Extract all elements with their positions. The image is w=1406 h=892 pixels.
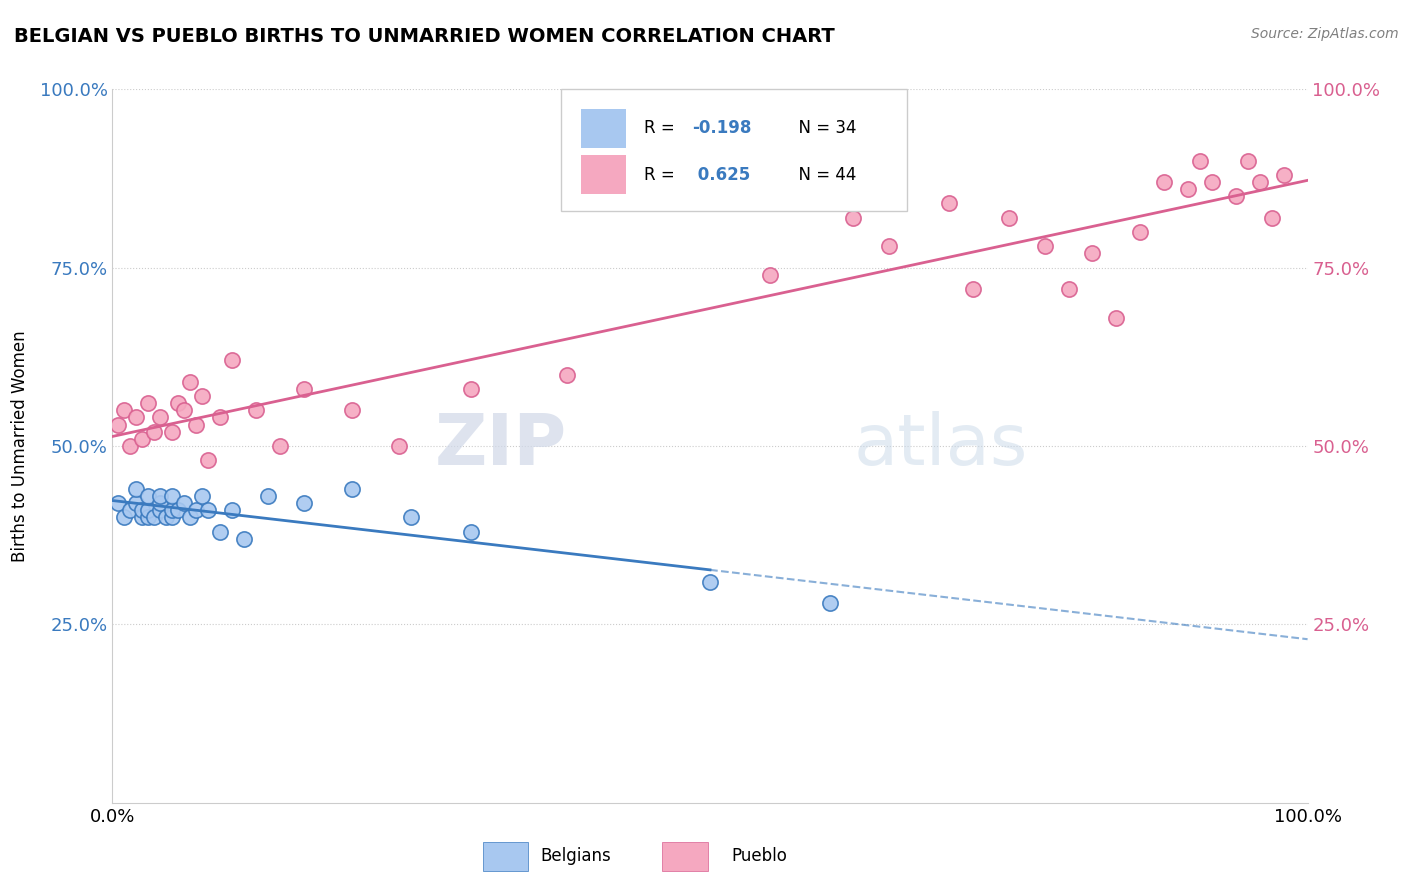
Point [107, 417, 129, 432]
FancyBboxPatch shape [662, 842, 707, 871]
Point [131, 510, 153, 524]
Point [167, 503, 190, 517]
Point [460, 382, 482, 396]
Point [221, 503, 243, 517]
Point [1189, 153, 1212, 168]
Point [842, 211, 865, 225]
Point [131, 503, 153, 517]
Point [209, 410, 232, 425]
Point [1177, 182, 1199, 196]
Point [759, 268, 782, 282]
Point [120, 439, 142, 453]
Text: R =: R = [644, 120, 681, 137]
Point [173, 496, 195, 510]
Point [162, 425, 183, 439]
Point [125, 410, 148, 425]
Text: -0.198: -0.198 [692, 120, 751, 137]
Point [221, 353, 243, 368]
Point [143, 425, 166, 439]
Point [162, 510, 183, 524]
Point [257, 489, 280, 503]
Point [138, 396, 160, 410]
Point [1249, 175, 1271, 189]
Point [938, 196, 960, 211]
Y-axis label: Births to Unmarried Women: Births to Unmarried Women [10, 330, 28, 562]
Text: N = 34: N = 34 [787, 120, 856, 137]
Text: ZIP: ZIP [434, 411, 567, 481]
Point [460, 524, 482, 539]
Point [138, 489, 160, 503]
Point [1105, 310, 1128, 325]
Point [340, 482, 363, 496]
Text: atlas: atlas [853, 411, 1028, 481]
Point [191, 389, 214, 403]
Point [1057, 282, 1080, 296]
Point [179, 375, 201, 389]
FancyBboxPatch shape [581, 155, 627, 194]
Point [1261, 211, 1284, 225]
Point [209, 524, 232, 539]
Point [107, 496, 129, 510]
Point [1225, 189, 1247, 203]
Point [699, 574, 721, 589]
Point [197, 453, 219, 467]
Point [1129, 225, 1152, 239]
Point [120, 503, 142, 517]
Point [292, 496, 315, 510]
Point [818, 596, 841, 610]
Point [125, 482, 148, 496]
Text: R =: R = [644, 166, 681, 184]
Point [340, 403, 363, 417]
FancyBboxPatch shape [484, 842, 529, 871]
Text: Pueblo: Pueblo [731, 847, 787, 865]
Point [1272, 168, 1295, 182]
Point [138, 510, 160, 524]
Point [1201, 175, 1223, 189]
Point [197, 503, 219, 517]
Point [245, 403, 267, 417]
Point [162, 489, 183, 503]
Point [125, 496, 148, 510]
Point [998, 211, 1021, 225]
Point [143, 510, 166, 524]
Point [173, 403, 195, 417]
Point [149, 503, 172, 517]
Point [879, 239, 901, 253]
Text: Belgians: Belgians [540, 847, 612, 865]
Text: BELGIAN VS PUEBLO BIRTHS TO UNMARRIED WOMEN CORRELATION CHART: BELGIAN VS PUEBLO BIRTHS TO UNMARRIED WO… [14, 27, 835, 45]
Point [292, 382, 315, 396]
Text: 0.625: 0.625 [692, 166, 751, 184]
Point [555, 368, 578, 382]
Point [131, 432, 153, 446]
Point [149, 489, 172, 503]
Point [401, 510, 423, 524]
Point [1237, 153, 1260, 168]
Point [179, 510, 201, 524]
Point [186, 503, 208, 517]
Point [962, 282, 984, 296]
Point [162, 503, 183, 517]
Point [233, 532, 256, 546]
Point [1081, 246, 1104, 260]
Point [167, 396, 190, 410]
Point [269, 439, 291, 453]
Point [191, 489, 214, 503]
Text: N = 44: N = 44 [787, 166, 856, 184]
Point [155, 510, 177, 524]
FancyBboxPatch shape [581, 109, 627, 148]
Point [388, 439, 411, 453]
Point [1153, 175, 1175, 189]
Text: Source: ZipAtlas.com: Source: ZipAtlas.com [1251, 27, 1399, 41]
Point [149, 410, 172, 425]
Point [186, 417, 208, 432]
Point [114, 403, 135, 417]
FancyBboxPatch shape [561, 89, 907, 211]
Point [138, 503, 160, 517]
Point [149, 496, 172, 510]
Point [114, 510, 135, 524]
Point [1033, 239, 1056, 253]
